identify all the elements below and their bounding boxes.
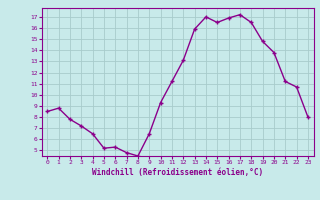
X-axis label: Windchill (Refroidissement éolien,°C): Windchill (Refroidissement éolien,°C) <box>92 168 263 177</box>
